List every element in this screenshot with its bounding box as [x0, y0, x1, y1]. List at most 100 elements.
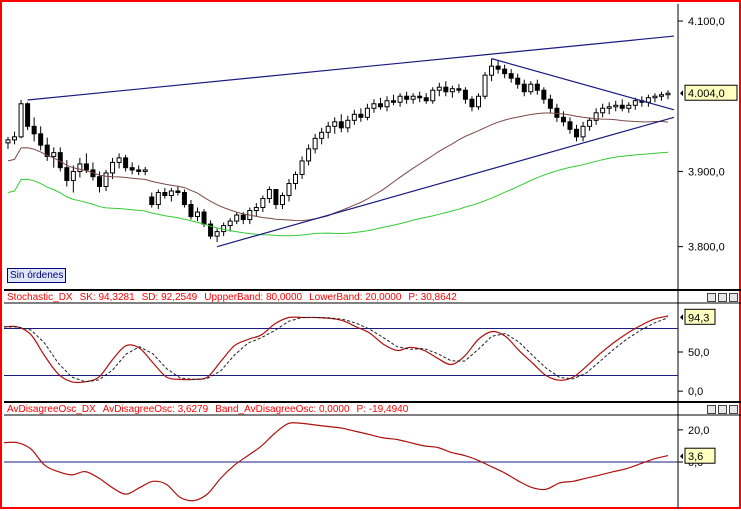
candle-body — [521, 83, 527, 93]
candle-body — [423, 97, 429, 102]
candle-body — [306, 148, 312, 162]
candle-body — [371, 103, 377, 109]
price-tick-label: 3.900,0 — [688, 166, 725, 178]
candle-body — [325, 125, 331, 133]
candle-body — [489, 65, 495, 76]
candle-body — [587, 119, 593, 127]
candle-body — [149, 196, 155, 206]
candle-body — [482, 74, 488, 97]
candle-body — [201, 211, 207, 225]
candle-body — [240, 214, 246, 221]
candle-body — [253, 207, 259, 212]
candle-body — [44, 144, 50, 157]
candle-body — [665, 92, 671, 96]
candle-body — [312, 137, 318, 150]
candle-body — [103, 172, 109, 187]
candle-body — [560, 116, 566, 123]
stochastic-last-value-arrow — [680, 314, 683, 321]
candle-body — [567, 121, 573, 130]
candle-body — [417, 95, 423, 99]
candle-body — [5, 139, 11, 144]
price-tick-label: 3.800,0 — [688, 242, 725, 254]
avdisagree-last-value-arrow — [680, 453, 683, 460]
avdisagree-period: P: -19,4940 — [356, 404, 409, 415]
avdisagree-tick-label: 20,0 — [688, 425, 709, 437]
candle-body — [234, 214, 240, 222]
candle-body — [279, 195, 285, 206]
candle-body — [142, 169, 148, 172]
candle-body — [404, 95, 410, 100]
candle-body — [116, 157, 122, 163]
stochastic-panel-header: Stochastic_DX SK: 94,3281 SD: 92,2549 Upppe… — [7, 292, 464, 303]
moving-average-green — [7, 151, 669, 237]
stochastic-sk-value: SK: 94,3281 — [79, 292, 135, 303]
candle-body — [31, 125, 37, 135]
candle-body — [626, 104, 632, 109]
stochastic-sd-line — [4, 317, 669, 383]
stochastic-series-line — [3, 315, 669, 384]
avdisagree-maximize-button[interactable] — [718, 405, 727, 414]
candle-body — [541, 89, 547, 100]
price-last-value-arrow — [680, 90, 683, 97]
stochastic-lower-band: LowerBand: 20,0000 — [309, 292, 402, 303]
candle-body — [338, 121, 344, 129]
avdisagree-last-value-label: 3,6 — [688, 451, 703, 463]
candle-body — [410, 95, 416, 100]
candle-body — [83, 163, 89, 171]
stochastic-last-value-label: 94,3 — [688, 312, 709, 324]
price-last-value-box — [684, 84, 738, 101]
candle-body — [38, 133, 44, 146]
candle-body — [600, 107, 606, 114]
candle-body — [181, 191, 187, 206]
candle-body — [188, 204, 194, 218]
stochastic-maximize-button[interactable] — [718, 293, 727, 302]
candle-body — [345, 119, 351, 129]
panel-divider-top — [4, 289, 741, 291]
stochastic-minimize-button[interactable] — [707, 293, 716, 302]
avdisagree-series-line — [3, 422, 669, 502]
lower-channel-line — [216, 116, 675, 248]
price-candles — [5, 58, 671, 243]
candle-body — [547, 98, 553, 109]
candle-body — [619, 104, 625, 109]
candle-body — [515, 77, 521, 85]
candle-body — [195, 211, 201, 218]
candle-body — [110, 161, 116, 174]
stochastic-indicator-name: Stochastic_DX — [7, 292, 73, 303]
candle-body — [260, 198, 266, 209]
candle-body — [384, 100, 390, 108]
candle-body — [12, 136, 18, 141]
candle-body — [162, 191, 168, 197]
candle-body — [358, 113, 364, 118]
candle-body — [286, 182, 292, 197]
candle-body — [528, 83, 534, 93]
candle-body — [214, 231, 220, 237]
falling-trend-line — [491, 58, 675, 111]
avdisagree-close-button[interactable] — [729, 405, 738, 414]
stochastic-close-button[interactable] — [729, 293, 738, 302]
candle-body — [495, 65, 501, 70]
panel-divider-bottom — [4, 401, 741, 403]
candle-body — [632, 100, 638, 106]
candle-body — [208, 223, 214, 237]
candle-body — [64, 167, 70, 181]
upper-channel-line — [27, 35, 675, 101]
candle-body — [554, 107, 560, 118]
candle-body — [645, 97, 651, 103]
candle-body — [430, 89, 436, 102]
candle-body — [175, 190, 181, 193]
candle-body — [77, 163, 83, 172]
candle-body — [155, 191, 161, 206]
candle-body — [456, 88, 462, 91]
candle-body — [351, 113, 357, 121]
stochastic-tick-label: 50,0 — [688, 347, 709, 359]
candle-body — [25, 103, 31, 127]
candle-body — [227, 220, 233, 227]
avdisagree-minimize-button[interactable] — [707, 405, 716, 414]
candle-body — [508, 73, 514, 79]
candle-body — [606, 106, 612, 109]
no-orders-badge[interactable]: Sin órdenes — [7, 268, 67, 283]
candle-body — [377, 103, 383, 108]
candle-body — [266, 188, 272, 200]
